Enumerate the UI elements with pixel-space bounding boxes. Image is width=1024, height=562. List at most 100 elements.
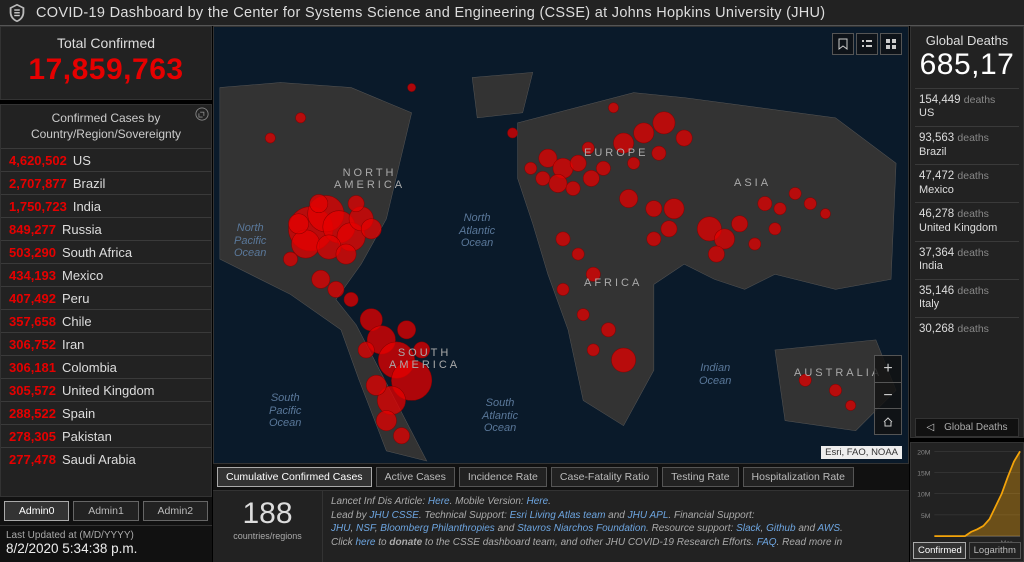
aws-link[interactable]: AWS [817,523,840,534]
country-row[interactable]: 288,522Spain [1,401,211,424]
country-case-count: 306,181 [9,360,56,375]
country-case-count: 357,658 [9,314,56,329]
country-row[interactable]: 2,707,877Brazil [1,171,211,194]
slack-link[interactable]: Slack [736,523,760,534]
country-name: Saudi Arabia [62,452,136,467]
death-row[interactable]: 154,449 deathsUS [915,88,1019,126]
bloomberg-link[interactable]: Bloomberg Philanthropies [380,523,495,534]
world-map[interactable]: NORTH AMERICASOUTH AMERICAEUROPEAFRICAAS… [213,26,909,464]
countries-count-panel: 188 countries/regions [213,491,323,562]
death-row[interactable]: 47,472 deathsMexico [915,164,1019,202]
country-name: India [73,199,101,214]
last-updated-panel: Last Updated at (M/D/YYYY) 8/2/2020 5:34… [0,525,212,562]
svg-text:10M: 10M [917,492,931,499]
cases-list[interactable]: 4,620,502US2,707,877Brazil 1,750,723 India… [1,148,211,496]
metric-tab[interactable]: Cumulative Confirmed Cases [217,467,372,487]
expand-icon[interactable] [195,107,209,121]
country-row[interactable]: 306,752 Iran [1,332,211,355]
country-row[interactable]: 278,305Pakistan [1,424,211,447]
jhu-link[interactable]: JHU [331,523,350,534]
metric-tab[interactable]: Active Cases [376,467,455,487]
countries-count-label: countries/regions [215,531,320,541]
country-case-count: 1,750,723 [9,199,67,214]
death-row[interactable]: 93,563 deathsBrazil [915,126,1019,164]
admin-tab-admin1[interactable]: Admin1 [73,501,138,521]
github-link[interactable]: Github [766,523,795,534]
country-case-count: 306,752 [9,337,56,352]
country-case-count: 434,193 [9,268,56,283]
country-row[interactable]: 407,492Peru [1,286,211,309]
svg-text:20M: 20M [917,449,931,456]
svg-text:5M: 5M [921,513,931,520]
article-link[interactable]: Here [428,496,450,507]
country-row[interactable]: 849,277 Russia [1,217,211,240]
pager-label: Global Deaths [944,422,1007,433]
home-button[interactable] [875,408,901,434]
death-row[interactable]: 46,278 deathsUnited Kingdom [915,202,1019,240]
death-place: Italy [919,298,1015,312]
chart-tab[interactable]: Confirmed [913,542,966,559]
bookmark-icon[interactable] [832,33,854,55]
death-place: US [919,107,1015,121]
country-name: Iran [62,337,84,352]
country-row[interactable]: 305,572United Kingdom [1,378,211,401]
death-place: Mexico [919,184,1015,198]
header-bar: COVID-19 Dashboard by the Center for Sys… [0,0,1024,26]
nsf-link[interactable]: NSF [356,523,375,534]
countries-count-value: 188 [215,497,320,531]
death-count: 93,563 [919,132,954,144]
country-name: Colombia [62,360,117,375]
chart-tabs: ConfirmedLogarithm [913,542,1021,559]
country-name: Chile [62,314,92,329]
country-row[interactable]: 434,193 Mexico [1,263,211,286]
metric-tab[interactable]: Testing Rate [662,467,738,487]
death-row[interactable]: 37,364 deathsIndia [915,241,1019,279]
death-place: India [919,260,1015,274]
pager-prev-icon[interactable]: ◁ [926,422,934,433]
metric-tab[interactable]: Case-Fatality Ratio [551,467,658,487]
jhu-csse-link[interactable]: JHU CSSE [369,510,418,521]
mobile-link[interactable]: Here [526,496,548,507]
legend-icon[interactable] [856,33,878,55]
country-row[interactable]: 357,658 Chile [1,309,211,332]
credits-panel: Lancet Inf Dis Article: Here. Mobile Ver… [323,491,909,562]
faq-link[interactable]: FAQ [757,537,777,548]
death-place: United Kingdom [919,222,1015,236]
country-name: Mexico [62,268,103,283]
metric-tabs: Cumulative Confirmed CasesActive CasesIn… [213,464,909,490]
zoom-in-button[interactable]: + [875,356,901,382]
deaths-list[interactable]: 154,449 deathsUS93,563 deathsBrazil47,47… [915,88,1019,418]
metric-tab[interactable]: Incidence Rate [459,467,547,487]
map-attribution: Esri, FAO, NOAA [821,446,902,459]
chart-tab[interactable]: Logarithm [969,542,1022,559]
stavros-link[interactable]: Stavros Niarchos Foundation [517,523,646,534]
country-row[interactable]: 1,750,723 India [1,194,211,217]
death-row[interactable]: 35,146 deathsItaly [915,279,1019,317]
country-name: Pakistan [62,429,112,444]
country-case-count: 849,277 [9,222,56,237]
donate-link[interactable]: here [355,537,375,548]
right-column: Global Deaths 685,17 154,449 deathsUS93,… [909,26,1024,562]
basemap-icon[interactable] [880,33,902,55]
country-name: United Kingdom [62,383,155,398]
admin-level-tabs: Admin0Admin1Admin2 [0,497,212,525]
country-name: Peru [62,291,89,306]
death-row[interactable]: 30,268 deaths [915,317,1019,341]
total-confirmed-panel: Total Confirmed 17,859,763 [0,26,212,100]
admin-tab-admin2[interactable]: Admin2 [143,501,208,521]
zoom-out-button[interactable]: − [875,382,901,408]
country-row[interactable]: 503,290South Africa [1,240,211,263]
country-name: Brazil [73,176,106,191]
country-name: Russia [62,222,102,237]
zoom-controls: + − [874,355,902,435]
left-column: Total Confirmed 17,859,763 Confirmed Cas… [0,26,213,562]
jhu-apl-link[interactable]: JHU APL [628,510,669,521]
country-row[interactable]: 277,478Saudi Arabia [1,447,211,470]
country-row[interactable]: 4,620,502US [1,148,211,171]
total-confirmed-label: Total Confirmed [5,35,207,51]
esri-link[interactable]: Esri Living Atlas team [510,510,606,521]
map-top-tools [832,33,902,55]
country-row[interactable]: 306,181 Colombia [1,355,211,378]
metric-tab[interactable]: Hospitalization Rate [743,467,854,487]
admin-tab-admin0[interactable]: Admin0 [4,501,69,521]
